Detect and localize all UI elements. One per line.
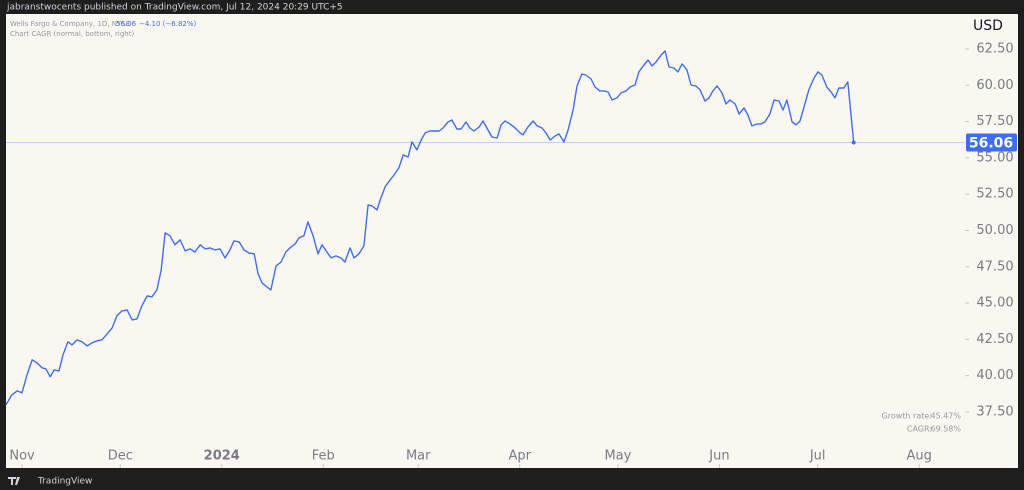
stat-label: CAGR: [907,425,932,434]
y-tick-label: 55.00 [976,150,1013,165]
legend-change: −4.10 (−6.82%) [139,20,197,28]
x-tick-label: Apr [508,449,531,464]
chart-background [6,14,1018,468]
price-line [5,50,855,406]
x-tick-label: Dec [108,449,133,464]
y-tick-label: 40.00 [976,368,1013,383]
x-tick-label: Aug [906,449,931,464]
currency-label[interactable]: USD [973,18,1003,34]
indicator-label: Chart CAGR (normal, bottom, right) [10,30,134,38]
x-tick-label: Feb [312,449,335,464]
x-tick-label: Mar [406,449,431,464]
price-tag [966,133,1017,152]
y-tick-label: 50.00 [976,223,1013,238]
y-tick-label: 60.00 [976,78,1013,93]
stat-value: 45.47% [930,412,961,421]
legend-price: 56.06 [116,20,137,28]
brand-logo [8,477,20,485]
y-tick-label: 52.50 [976,187,1013,202]
price-tag-label: 56.06 [969,135,1013,151]
footer-brand: TradingView [37,477,92,487]
legend-title: Wells Fargo & Company, 1D, NYSE [10,20,130,28]
last-price-dot [851,140,856,145]
y-tick-label: 57.50 [976,114,1013,129]
y-tick-label: 47.50 [976,259,1013,274]
stat-label: Growth rate: [882,412,932,421]
x-tick-label: Nov [9,449,35,464]
publish-header: jabranstwocents published on TradingView… [6,3,343,13]
stat-value: 69.58% [930,425,961,434]
y-tick-label: 62.50 [976,41,1013,56]
x-tick-label: May [604,449,631,464]
y-tick-label: 37.50 [976,404,1013,419]
y-tick-label: 42.50 [976,332,1013,347]
y-tick-label: 45.00 [976,296,1013,311]
x-tick-label: 2024 [204,449,240,464]
x-tick-label: Jun [708,449,729,464]
x-tick-label: Jul [809,449,826,464]
